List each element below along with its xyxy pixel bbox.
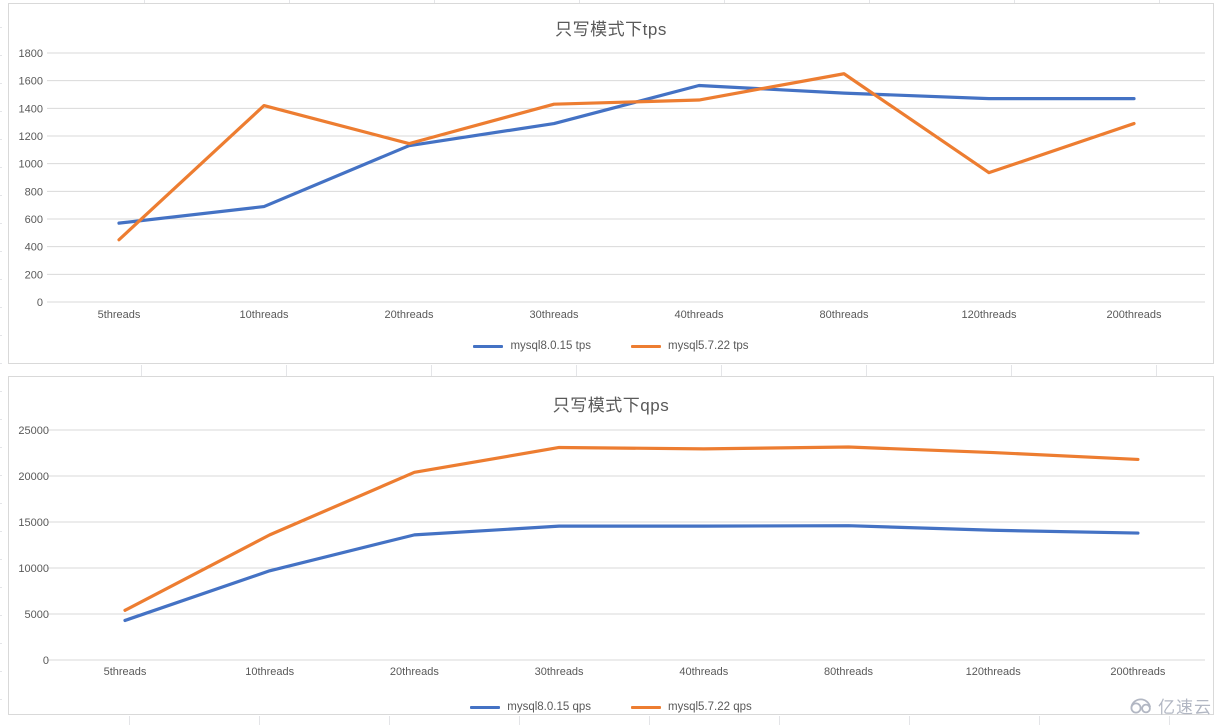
qps-chart-legend: mysql8.0.15 qps mysql5.7.22 qps xyxy=(9,699,1213,715)
y-axis-tick-label: 1200 xyxy=(19,131,43,143)
y-axis-tick-label: 200 xyxy=(25,269,43,281)
tps-plot-area: 0 200 400 600 800 1000 1200 1400 1600 1800 5thread… xyxy=(19,48,1205,321)
yisu-cloud-logo xyxy=(1130,698,1151,714)
y-axis-tick-label: 800 xyxy=(25,186,43,198)
x-axis-tick-label: 80threads xyxy=(824,666,873,678)
y-axis-tick-label: 0 xyxy=(37,297,43,309)
legend-item: mysql8.0.15 qps xyxy=(470,701,591,713)
series-line-mysql5.7.22-tps xyxy=(117,72,1136,242)
y-axis-tick-label: 1400 xyxy=(19,103,43,115)
legend-label: mysql8.0.15 tps xyxy=(510,340,591,352)
x-axis-tick-label: 120threads xyxy=(961,309,1017,321)
x-axis-tick-label: 120threads xyxy=(966,666,1022,678)
y-axis-tick-label: 600 xyxy=(25,214,43,226)
watermark-text: 亿速云 xyxy=(1158,697,1212,717)
x-axis-tick-label: 200threads xyxy=(1106,309,1162,321)
x-axis-tick-label: 40threads xyxy=(675,309,724,321)
x-axis-tick-label: 10threads xyxy=(240,309,289,321)
qps-chart-title: 只写模式下qps xyxy=(552,396,670,415)
y-axis-tick-label: 5000 xyxy=(25,609,49,621)
legend-line-swatch xyxy=(631,705,661,709)
legend-label: mysql8.0.15 qps xyxy=(507,701,591,713)
tps-chart-title: 只写模式下tps xyxy=(555,20,667,39)
legend-line-swatch xyxy=(470,705,501,709)
y-axis-tick-label: 25000 xyxy=(18,425,49,437)
y-axis-tick-label: 1800 xyxy=(19,48,43,60)
x-axis-tick-label: 200threads xyxy=(1110,666,1166,678)
y-axis-tick-label: 1000 xyxy=(19,159,43,171)
y-axis-tick-label: 1600 xyxy=(19,76,43,88)
x-axis-tick-label: 5threads xyxy=(104,666,147,678)
tps-chart[interactable]: 0 200 400 600 800 1000 1200 1400 1600 1800 5thread… xyxy=(8,3,1214,364)
x-axis-tick-label: 30threads xyxy=(530,309,579,321)
sheet-gridlines-left xyxy=(0,0,2,725)
tps-chart-legend: mysql8.0.15 tps mysql5.7.22 tps xyxy=(9,338,1213,354)
y-axis-tick-label: 0 xyxy=(43,655,49,667)
sheet-gridlines-gap xyxy=(0,365,1220,376)
sheet-gridlines-top xyxy=(0,0,1220,3)
x-axis-tick-label: 30threads xyxy=(535,666,584,678)
legend-line-swatch xyxy=(631,344,661,348)
y-axis-tick-label: 10000 xyxy=(18,563,49,575)
x-axis-tick-label: 20threads xyxy=(385,309,434,321)
legend-label: mysql5.7.22 tps xyxy=(668,340,749,352)
legend-item: mysql8.0.15 tps xyxy=(473,340,591,352)
y-axis-tick-label: 20000 xyxy=(18,471,49,483)
sheet-gridlines-bottom xyxy=(0,716,1220,725)
x-axis-tick-label: 80threads xyxy=(820,309,869,321)
series-line-mysql8.0.15-tps xyxy=(117,83,1136,225)
legend-label: mysql5.7.22 qps xyxy=(668,701,752,713)
y-axis-tick-label: 15000 xyxy=(18,517,49,529)
qps-chart[interactable]: 0 5000 10000 15000 20000 25000 5threads 10threa… xyxy=(8,376,1214,715)
x-axis-tick-label: 5threads xyxy=(98,309,141,321)
legend-item: mysql5.7.22 tps xyxy=(631,340,749,352)
x-axis-tick-label: 40threads xyxy=(679,666,728,678)
series-line-mysql8.0.15-qps xyxy=(123,524,1140,623)
legend-line-swatch xyxy=(473,344,504,348)
x-axis-tick-label: 20threads xyxy=(390,666,439,678)
series-line-mysql5.7.22-qps xyxy=(123,445,1140,612)
yisu-watermark: 亿速云 xyxy=(1128,692,1212,718)
qps-plot-area: 0 5000 10000 15000 20000 25000 5threads 10threa… xyxy=(18,425,1205,678)
y-axis-tick-label: 400 xyxy=(25,242,43,254)
x-axis-tick-label: 10threads xyxy=(245,666,294,678)
legend-item: mysql5.7.22 qps xyxy=(631,701,752,713)
